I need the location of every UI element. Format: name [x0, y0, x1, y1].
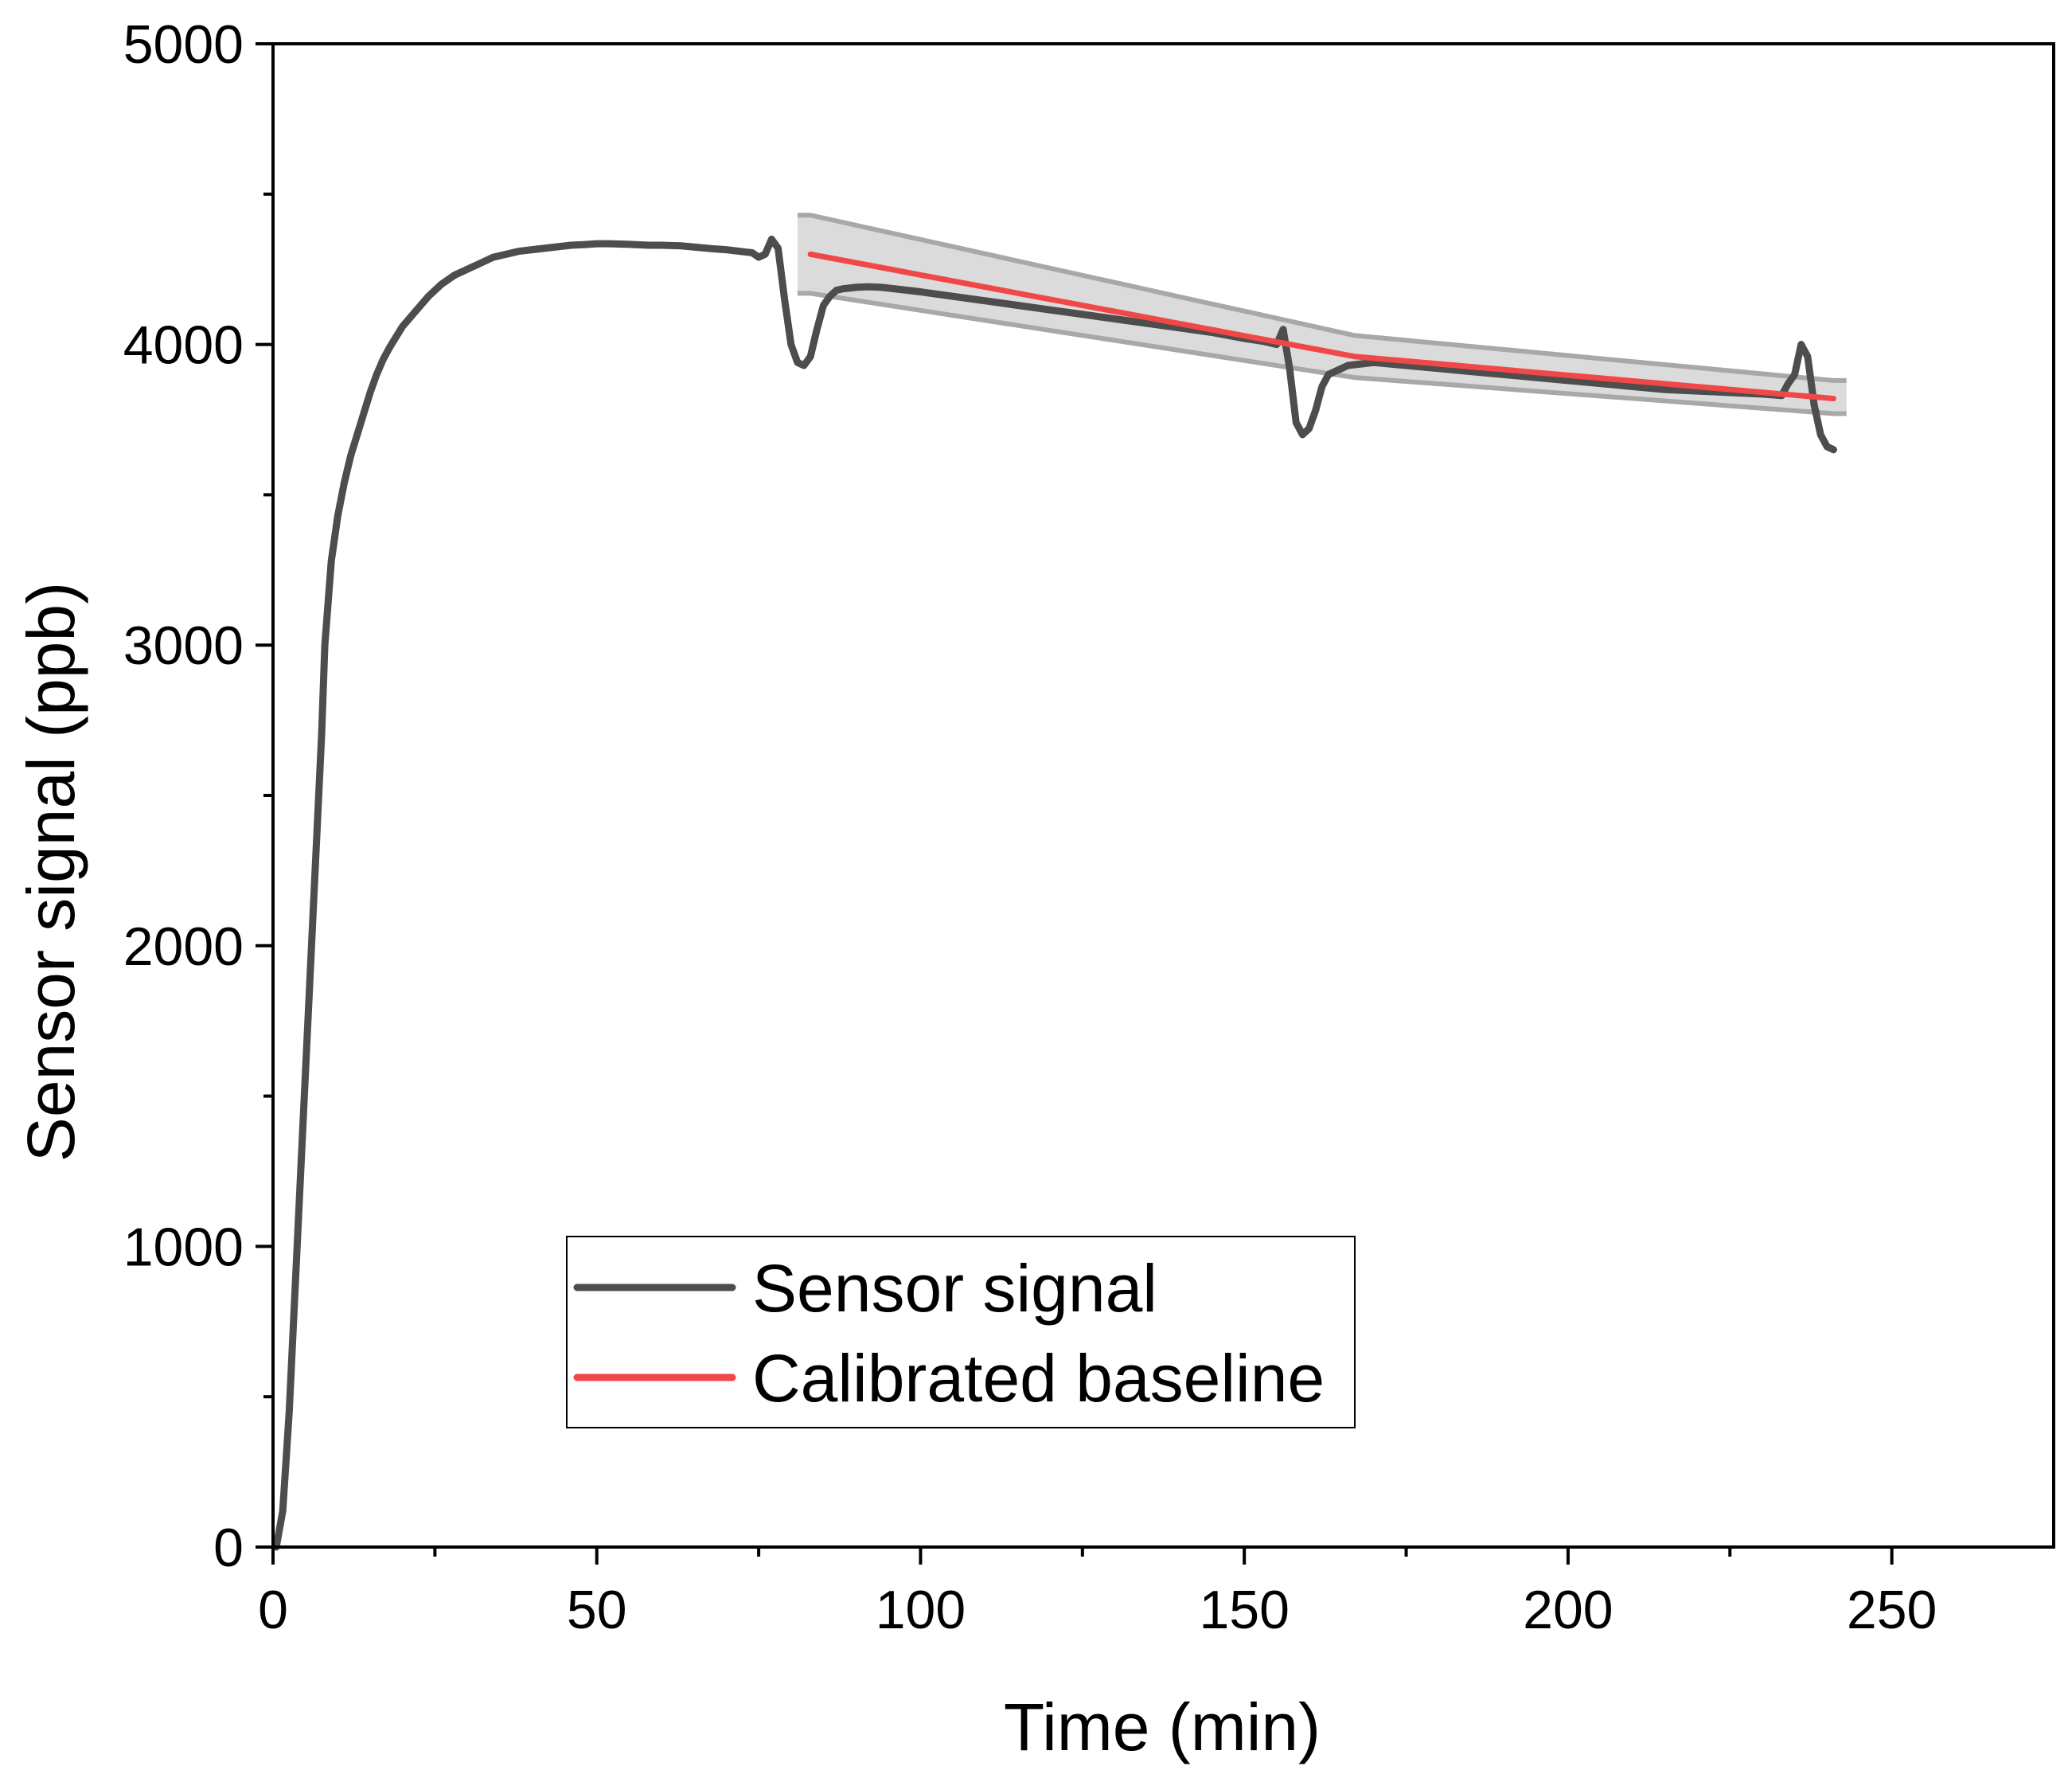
- x-tick-label: 200: [1523, 1580, 1613, 1640]
- y-tick-label: 2000: [123, 916, 244, 977]
- y-tick-label: 5000: [123, 14, 244, 75]
- uncertainty-band-upper-edge: [797, 213, 1847, 383]
- legend-label-sensor-signal: Sensor signal: [752, 1251, 1157, 1326]
- x-tick-label: 150: [1199, 1580, 1289, 1640]
- y-tick-label: 3000: [123, 615, 244, 676]
- uncertainty-band: [797, 215, 1847, 414]
- x-tick-label: 50: [567, 1580, 627, 1640]
- y-tick-label: 0: [213, 1518, 244, 1578]
- x-tick-label: 250: [1847, 1580, 1937, 1640]
- x-tick-label: 0: [258, 1580, 288, 1640]
- series-line-calibrated-baseline: [807, 251, 1836, 402]
- axes-layer: 0 50 100 150 200 250 0 1000 2000 3000 4000 5000: [123, 14, 1937, 1640]
- x-tick-label: 100: [876, 1580, 966, 1640]
- y-axis-title: Sensor signal (ppb): [14, 582, 88, 1162]
- uncertainty-band-lower-edge: [797, 291, 1847, 416]
- series-layer: [272, 235, 1837, 1551]
- legend-box: [566, 1236, 1356, 1428]
- y-tick-label: 1000: [123, 1217, 244, 1277]
- legend: Sensor signal Calibrated baseline: [566, 1236, 1356, 1428]
- series-line-sensor-signal: [272, 235, 1837, 1551]
- legend-label-calibrated-baseline: Calibrated baseline: [752, 1341, 1325, 1416]
- x-axis-title: Time (min): [1004, 1690, 1321, 1764]
- y-tick-label: 4000: [123, 315, 244, 376]
- uncertainty-band-layer: [797, 213, 1847, 416]
